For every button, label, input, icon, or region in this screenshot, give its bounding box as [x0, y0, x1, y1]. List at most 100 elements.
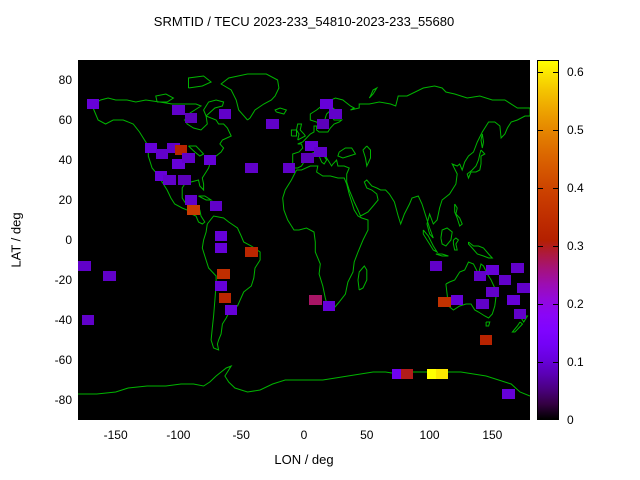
colorbar-tick-mark [553, 303, 558, 305]
y-tick-label: 40 [58, 153, 72, 167]
heat-cell [184, 113, 198, 123]
heat-cell [498, 275, 512, 285]
y-tick-label: 0 [65, 233, 72, 247]
coastline [274, 107, 288, 115]
coastline [466, 149, 486, 180]
colorbar-tick-mark [553, 71, 558, 73]
colorbar-tick-label: 0.3 [567, 238, 584, 253]
heat-cell [174, 145, 188, 155]
x-tick-label: -100 [166, 428, 191, 442]
coastline [203, 99, 225, 117]
heat-cell [224, 305, 238, 315]
heat-cell [486, 287, 499, 297]
colorbar [537, 60, 559, 420]
heat-cell [429, 261, 443, 271]
x-tick-label: 100 [419, 428, 440, 442]
heat-cell [486, 265, 499, 275]
heat-cell [209, 201, 223, 211]
heat-cell [517, 283, 530, 293]
heat-cell [391, 369, 405, 379]
heat-cell [266, 119, 279, 129]
colorbar-tick-mark [538, 418, 543, 419]
heat-cell [172, 105, 185, 115]
colorbar-tick-mark [553, 245, 558, 247]
coastline [92, 97, 232, 225]
colorbar-tick-mark [538, 187, 543, 189]
x-tick-label: -150 [103, 428, 128, 442]
colorbar-tick-mark [538, 303, 543, 305]
heat-cell [103, 271, 116, 281]
heat-cell [322, 301, 336, 311]
heat-cell [507, 295, 520, 305]
colorbar-tick-mark [538, 245, 543, 247]
heat-cell [427, 369, 440, 379]
heat-cell [78, 261, 91, 271]
coastline [362, 145, 371, 168]
colorbar-tick-label: 0.1 [567, 354, 584, 369]
colorbar-tick-mark [553, 129, 558, 131]
coastline [188, 75, 213, 89]
coastline [290, 129, 297, 137]
heat-cell [214, 231, 228, 241]
coastline [422, 229, 439, 254]
coastline [485, 321, 491, 327]
heat-cell [513, 309, 527, 319]
x-axis-label: LON / deg [274, 452, 334, 467]
heat-cell [282, 163, 296, 173]
heat-cell [163, 175, 176, 185]
heat-cell [178, 175, 191, 185]
colorbar-tick-label: 0.4 [567, 180, 584, 195]
coastline [282, 165, 369, 309]
y-tick-label: 60 [58, 113, 72, 127]
y-tick-label: -60 [54, 353, 72, 367]
heat-cell [316, 119, 330, 129]
colorbar-tick-label: 0.6 [567, 64, 584, 79]
heat-cell [329, 109, 342, 119]
heat-cell [214, 243, 228, 253]
heat-cell [187, 205, 200, 215]
heat-cell [182, 153, 195, 163]
coastline [295, 123, 307, 141]
x-tick-label: 0 [300, 428, 308, 442]
heat-cell [214, 281, 228, 291]
heat-cell [172, 159, 185, 169]
heat-cell [301, 153, 315, 163]
colorbar-tick-mark [553, 187, 558, 189]
coastline [452, 237, 460, 251]
heat-cell [473, 271, 487, 281]
coastline [511, 321, 524, 333]
heat-cell [320, 99, 333, 109]
heat-cell [81, 315, 95, 325]
heat-cell [203, 155, 217, 165]
coastline [337, 147, 357, 159]
heat-cell [305, 141, 318, 151]
y-tick-label: 80 [58, 73, 72, 87]
coastline [155, 93, 175, 103]
coastline [480, 133, 485, 149]
coastlines-svg [78, 73, 530, 397]
heat-cell [314, 147, 327, 157]
coastline [292, 85, 530, 239]
heat-cell [438, 297, 451, 307]
heat-cell [476, 299, 489, 309]
coastline [435, 253, 449, 257]
heat-cell [167, 143, 180, 153]
y-tick-label: 20 [58, 193, 72, 207]
heat-cell [244, 247, 258, 257]
heat-cell [479, 335, 493, 345]
chart-title: SRMTID / TECU 2023-233_54810-2023-233_55… [153, 14, 455, 29]
colorbar-tick-label: 0.5 [567, 122, 584, 137]
heat-cell [86, 99, 100, 109]
heat-cell [184, 195, 198, 205]
colorbar-tick-mark [538, 361, 543, 363]
plot-area [78, 60, 530, 420]
heat-cell [511, 263, 524, 273]
y-tick-label: -80 [54, 393, 72, 407]
colorbar-tick-mark [553, 361, 558, 363]
heat-cell [154, 171, 168, 181]
coastline [201, 215, 261, 351]
heat-cell [244, 163, 258, 173]
coastline [220, 73, 280, 121]
heat-cell [218, 293, 232, 303]
